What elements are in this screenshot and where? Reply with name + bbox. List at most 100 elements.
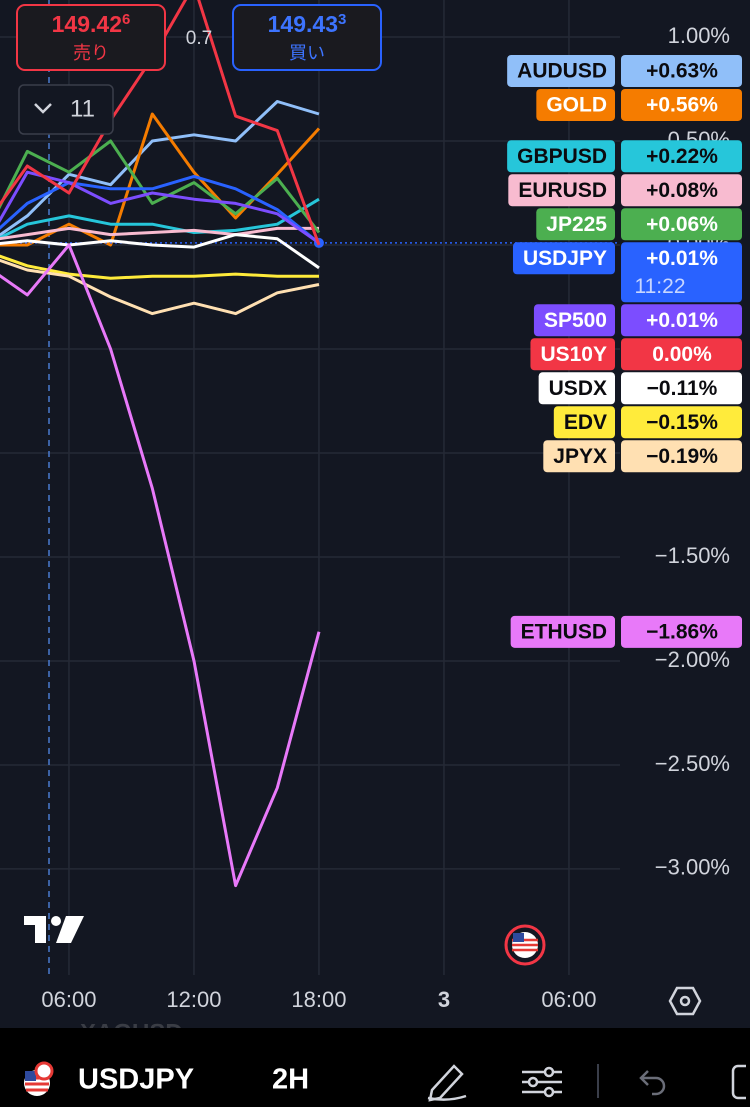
undo-icon[interactable]	[639, 1070, 666, 1096]
compare-count: 11	[70, 95, 95, 122]
logo	[24, 916, 84, 943]
y-tick-label: 1.00%	[668, 23, 730, 48]
spread: 0.7	[186, 28, 212, 49]
sell-price: 149.426	[52, 11, 131, 37]
badge-name-bg	[543, 440, 615, 473]
value-label: 0.00%	[652, 343, 712, 366]
symbol-flag	[24, 1061, 54, 1096]
event-flag[interactable]	[504, 924, 546, 966]
more-icon[interactable]	[731, 1064, 746, 1100]
badge-name-bg	[507, 54, 615, 87]
badge-value-bg	[621, 372, 742, 405]
legend-toggle[interactable]: 11	[18, 84, 114, 135]
buy-price-main: 149.43	[268, 11, 338, 37]
buy-button[interactable]: 149.433 買い	[232, 4, 382, 71]
series-line	[0, 233, 320, 270]
badge-name-bg	[512, 242, 615, 275]
legend-entry: GOLD	[546, 94, 607, 117]
y-tick-label: −1.50%	[655, 543, 730, 568]
draw-icon[interactable]	[427, 1064, 467, 1102]
line-layer	[0, 0, 620, 888]
buy-price: 149.433	[268, 11, 347, 37]
badge-name-bg	[508, 174, 615, 207]
legend-entry: JP225	[546, 213, 607, 236]
y-tick-label: −3.00%	[655, 855, 730, 880]
badge-value-bg	[621, 88, 742, 121]
legend-entry: JPYX	[553, 445, 607, 468]
value-label: −0.11%	[647, 377, 718, 400]
badge-value-bg	[621, 242, 742, 303]
legend-entry: AUDUSD	[517, 60, 607, 83]
legend-entry: GBPUSD	[517, 145, 607, 168]
series-badge: ETHUSD −1.86%	[510, 615, 742, 648]
badge-name-bg	[553, 406, 615, 439]
indicators-icon[interactable]	[522, 1066, 562, 1098]
series-line	[0, 226, 319, 241]
toolbar-bg	[0, 1028, 750, 1107]
badge-name-bg	[507, 140, 615, 173]
value-label: +0.63%	[646, 60, 718, 83]
badge-name-bg	[536, 208, 615, 241]
value-label: +0.22%	[646, 145, 718, 168]
legend-entry: SP500	[544, 309, 607, 332]
series-badge: GBPUSD +0.22%	[507, 140, 742, 173]
legend-entry: USDJPY	[523, 247, 607, 270]
buy-price-sup: 3	[338, 11, 346, 28]
toolbar-interval[interactable]: 2H	[272, 1064, 309, 1096]
x-tick-label: 3	[438, 987, 450, 1012]
series-badge: JPYX −0.19%	[543, 440, 742, 473]
badge-name-bg	[536, 88, 615, 121]
badge-name-bg	[538, 372, 615, 405]
series-line	[0, 174, 320, 245]
series-badge: AUDUSD +0.63%	[507, 54, 742, 87]
badge-value-bg	[621, 208, 742, 241]
series-line	[0, 243, 321, 888]
series-badge: GOLD +0.56%	[536, 88, 742, 121]
badge-value-bg	[621, 338, 742, 371]
x-tick-label: 12:00	[166, 987, 221, 1012]
sell-price-main: 149.42	[52, 11, 122, 37]
value-label: −0.15%	[646, 411, 718, 434]
x-tick-label: 18:00	[291, 987, 346, 1012]
value-label: +0.06%	[646, 213, 718, 236]
sell-price-sup: 6	[122, 11, 130, 28]
toolbar: USDJPY 2H	[0, 1028, 750, 1107]
legend-entry: EURUSD	[518, 179, 607, 202]
series-badge: EDV −0.15%	[553, 406, 742, 439]
badge-value-bg	[621, 140, 742, 173]
series-badge: JP225 +0.06%	[536, 208, 742, 241]
sell-label: 売り	[73, 43, 109, 63]
series-line	[0, 100, 320, 237]
buy-label: 買い	[289, 43, 325, 63]
legend-entry: EDV	[564, 411, 607, 434]
y-tick-label: −2.50%	[655, 751, 730, 776]
badge-value-bg	[621, 440, 742, 473]
x-tick-label: 06:00	[41, 987, 96, 1012]
series-badge: EURUSD +0.08%	[508, 174, 742, 207]
badge-value-bg	[621, 406, 742, 439]
bar-countdown: 11:22	[635, 275, 686, 298]
badge-name-bg	[530, 338, 615, 371]
series-line	[0, 258, 320, 316]
series-badge: SP500 +0.01%	[533, 304, 742, 337]
y-tick-label: −2.00%	[655, 647, 730, 672]
series-line	[0, 254, 319, 280]
badge-value-bg	[621, 615, 742, 648]
sell-button[interactable]: 149.426 売り	[16, 4, 166, 71]
series-line	[0, 139, 321, 234]
value-label: −0.19%	[646, 445, 718, 468]
legend-entry: ETHUSD	[521, 620, 607, 643]
value-label: +0.08%	[646, 179, 718, 202]
value-label: +0.01%	[646, 309, 718, 332]
legend-entry: US10Y	[540, 343, 607, 366]
badge-layer: AUDUSD +0.63% GOLD +0.56% GBPUSD +0.22% EURUSD…	[507, 54, 742, 648]
series-badge: USDJPY +0.01% 11:22	[512, 242, 742, 303]
badge-name-bg	[510, 615, 615, 648]
value-label: +0.01%	[646, 247, 718, 270]
toolbar-symbol[interactable]: USDJPY	[78, 1064, 194, 1096]
badge-value-bg	[621, 304, 742, 337]
value-label: −1.86%	[646, 620, 718, 643]
series-badge: US10Y 0.00%	[530, 338, 742, 371]
scale-settings-icon[interactable]	[668, 986, 702, 1016]
